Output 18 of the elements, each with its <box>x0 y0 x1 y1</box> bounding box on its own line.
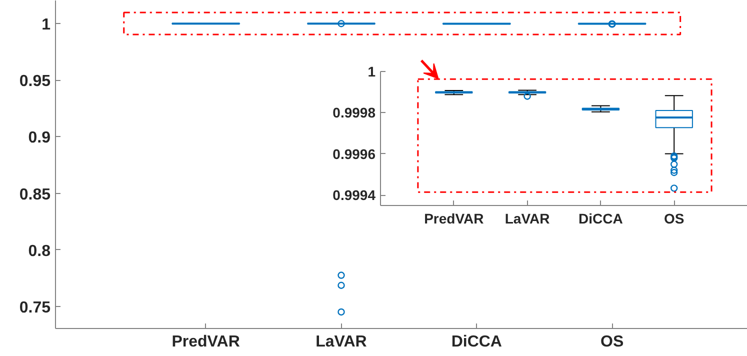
x-tick-label: DiCCA <box>451 334 502 350</box>
y-tick-label: 0.9996 <box>332 146 376 162</box>
x-tick-label: LaVAR <box>316 334 368 350</box>
y-tick-label: 0.9998 <box>332 104 376 121</box>
y-tick-label: 0.9994 <box>332 187 376 204</box>
y-tick-label: 1 <box>368 64 376 80</box>
y-tick-label: 0.85 <box>19 186 51 204</box>
y-tick-label: 0.75 <box>19 300 51 317</box>
x-tick-label: LaVAR <box>504 210 550 226</box>
y-tick-label: 0.9 <box>28 130 51 147</box>
y-tick-label: 0.8 <box>28 242 51 260</box>
x-tick-label: PredVAR <box>424 210 484 226</box>
y-tick-label: 0.95 <box>19 73 51 90</box>
x-tick-label: OS <box>664 210 684 226</box>
x-tick-label: DiCCA <box>578 210 623 226</box>
x-tick-label: OS <box>600 334 624 350</box>
y-tick-label: 1 <box>42 16 51 34</box>
x-tick-label: PredVAR <box>172 334 240 350</box>
